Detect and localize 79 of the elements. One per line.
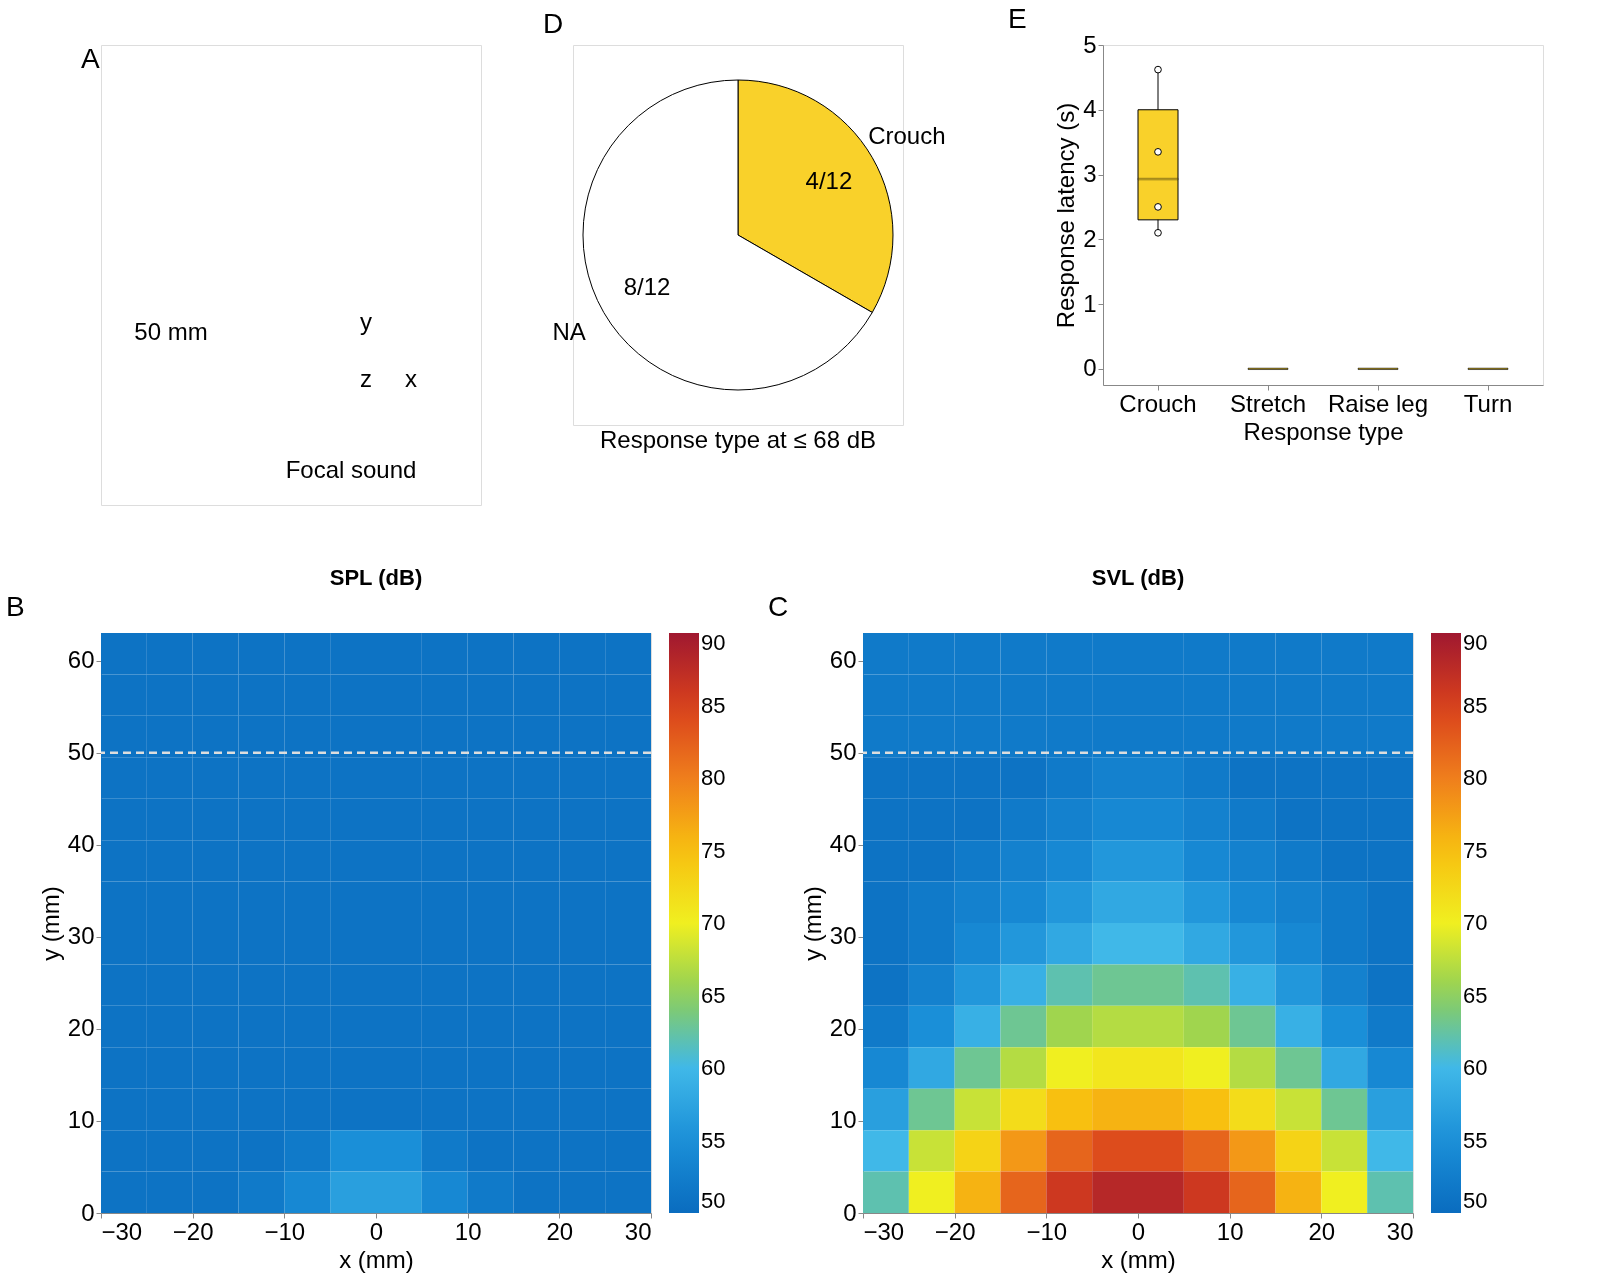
x-tick-label: −30 — [101, 1217, 143, 1245]
y-tick-label: 10 — [829, 1106, 857, 1134]
x-tick-label: −20 — [934, 1217, 976, 1245]
x-tick-label: 20 — [1308, 1217, 1336, 1245]
color-bar-label: 50 — [1463, 1188, 1488, 1213]
x-tick-label: 10 — [1216, 1217, 1244, 1245]
x-axis-title: x (mm) — [339, 1245, 414, 1273]
color-bar-label: 80 — [1463, 765, 1488, 790]
y-tick-label: 30 — [829, 922, 857, 950]
x-tick-label: −20 — [172, 1217, 214, 1245]
y-tick-label: 30 — [67, 922, 95, 950]
text: 8/12 — [623, 272, 671, 300]
y-tick-label: 20 — [67, 1014, 95, 1042]
color-bar-label: 85 — [1463, 692, 1488, 718]
y-tick-label: 0 — [843, 1198, 857, 1226]
color-bar-label: 65 — [1463, 982, 1488, 1008]
y-tick-label: 60 — [67, 646, 95, 674]
text: x — [405, 365, 417, 393]
text: C — [768, 591, 789, 622]
x-tick-label: Crouch — [1119, 389, 1197, 417]
x-tick-label: Stretch — [1229, 389, 1307, 417]
text: y — [360, 307, 372, 335]
y-tick-label: 5 — [1083, 30, 1097, 58]
color-bar-label: 55 — [701, 1127, 726, 1153]
y-tick-label: 40 — [67, 830, 95, 858]
text: 50 mm — [134, 317, 208, 345]
chart-title: SVL (dB) — [1091, 565, 1185, 590]
y-axis-title: y (mm) — [798, 886, 826, 961]
color-bar-label: 75 — [1463, 837, 1488, 863]
color-bar-label: 80 — [701, 765, 726, 790]
y-axis-title: y (mm) — [36, 886, 64, 961]
slice-label: NA — [552, 317, 586, 345]
x-tick-label: 30 — [624, 1217, 652, 1245]
chart-title: SPL (dB) — [329, 565, 423, 590]
x-tick-label: −10 — [264, 1217, 306, 1245]
y-tick-label: 60 — [829, 646, 857, 674]
y-tick-label: 50 — [67, 738, 95, 766]
x-tick-label: Turn — [1463, 389, 1513, 417]
y-tick-label: 0 — [81, 1198, 95, 1226]
y-tick-label: 20 — [829, 1014, 857, 1042]
y-tick-label: 10 — [67, 1106, 95, 1134]
y-tick-label: 50 — [829, 738, 857, 766]
color-bar-label: 50 — [701, 1188, 726, 1213]
color-bar-label: 65 — [701, 982, 726, 1008]
text: D — [543, 8, 564, 39]
slice-label: Crouch — [868, 122, 946, 150]
x-tick-label: 10 — [454, 1217, 482, 1245]
color-bar-label: 70 — [701, 910, 726, 935]
text: B — [6, 591, 25, 622]
text: Response type at ≤ 68 dB — [599, 426, 877, 453]
color-bar-label: 85 — [701, 692, 726, 718]
color-bar-label: 60 — [701, 1055, 726, 1080]
text: Focal sound — [285, 456, 417, 484]
y-axis-title: Response latency (s) — [1052, 102, 1080, 329]
color-bar-label: 90 — [1463, 630, 1488, 655]
x-axis-title: x (mm) — [1101, 1245, 1176, 1273]
text: z — [360, 365, 372, 393]
y-tick-label: 4 — [1083, 95, 1097, 123]
x-tick-label: −30 — [863, 1217, 905, 1245]
color-bar-label: 60 — [1463, 1055, 1488, 1080]
y-tick-label: 2 — [1083, 224, 1097, 252]
y-tick-label: 3 — [1083, 160, 1097, 188]
text: A — [81, 43, 100, 74]
color-bar-label: 70 — [1463, 910, 1488, 935]
x-tick-label: 30 — [1386, 1217, 1414, 1245]
x-tick-label: 0 — [369, 1217, 384, 1245]
y-tick-label: 40 — [829, 830, 857, 858]
x-axis-title: Response type — [1243, 417, 1404, 445]
x-tick-label: 20 — [546, 1217, 574, 1245]
color-bar-label: 90 — [701, 630, 726, 655]
x-tick-label: Raise leg — [1327, 389, 1429, 417]
color-bar-label: 75 — [701, 837, 726, 863]
y-tick-label: 0 — [1083, 354, 1097, 382]
x-tick-label: −10 — [1026, 1217, 1068, 1245]
x-tick-label: 0 — [1131, 1217, 1146, 1245]
color-bar-label: 55 — [1463, 1127, 1488, 1153]
text: 4/12 — [805, 167, 853, 195]
text: E — [1008, 3, 1027, 34]
y-tick-label: 1 — [1083, 289, 1097, 317]
